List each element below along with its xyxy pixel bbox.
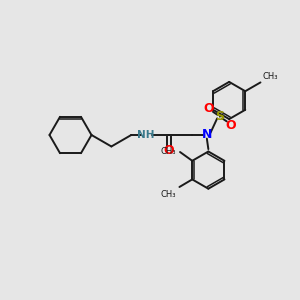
Text: O: O [164, 143, 174, 157]
Text: O: O [203, 102, 214, 115]
Text: CH₃: CH₃ [160, 190, 176, 199]
Text: S: S [215, 110, 224, 123]
Text: CH₃: CH₃ [263, 72, 278, 81]
Text: NH: NH [137, 130, 155, 140]
Text: N: N [202, 128, 212, 142]
Text: CH₃: CH₃ [160, 147, 176, 156]
Text: O: O [225, 118, 236, 131]
